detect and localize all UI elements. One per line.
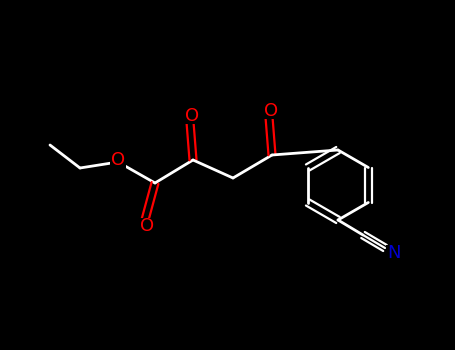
FancyBboxPatch shape [139,218,155,234]
Text: O: O [111,151,125,169]
Text: O: O [140,217,154,235]
FancyBboxPatch shape [184,108,200,124]
FancyBboxPatch shape [386,245,402,261]
FancyBboxPatch shape [263,103,279,119]
Text: O: O [185,107,199,125]
Text: N: N [387,244,401,262]
FancyBboxPatch shape [110,152,126,168]
Text: O: O [264,102,278,120]
